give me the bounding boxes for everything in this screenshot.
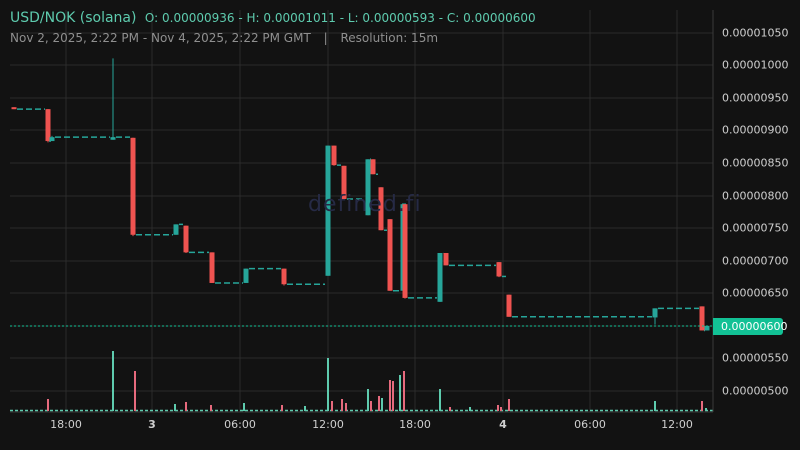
legend-title-row: USD/NOK (solana) O: 0.00000936 - H: 0.00… <box>10 10 536 26</box>
watermark: defined.fi <box>308 192 422 217</box>
price-tick-label: 0.00000950 <box>722 91 789 105</box>
symbol-label: USD/NOK (solana) <box>10 10 137 26</box>
time-tick-label: 12:00 <box>312 418 344 431</box>
time-tick-label: 06:00 <box>574 418 606 431</box>
candles <box>11 58 710 332</box>
price-tick-label: 0.00000550 <box>722 351 789 365</box>
current-price-tag: 0.00000600 <box>713 318 787 335</box>
time-tick-label: 18:00 <box>50 418 82 431</box>
ohlc-values: O: 0.00000936 - H: 0.00001011 - L: 0.000… <box>144 11 536 25</box>
legend-subtitle-row: Nov 2, 2025, 2:22 PM - Nov 4, 2025, 2:22… <box>10 31 536 45</box>
price-tick-label: 0.00000850 <box>722 156 789 170</box>
price-tick-label: 0.00000700 <box>722 254 789 268</box>
separator: | <box>323 31 328 45</box>
chart-legend: USD/NOK (solana) O: 0.00000936 - H: 0.00… <box>10 10 536 45</box>
time-tick-label: 18:00 <box>399 418 431 431</box>
price-tick-label: 0.00000900 <box>722 123 789 137</box>
volume-bars <box>10 351 713 412</box>
time-tick-label: 12:00 <box>661 418 693 431</box>
price-tick-label: 0.00000800 <box>722 189 789 203</box>
time-tick-label: 06:00 <box>224 418 256 431</box>
price-tick-label: 0.00000500 <box>722 384 789 398</box>
price-tick-label: 0.00001050 <box>722 26 789 40</box>
price-tick-label: 0.00000750 <box>722 221 789 235</box>
price-tick-label: 0.00001000 <box>722 58 789 72</box>
price-tick-label: 0.00000650 <box>722 286 789 300</box>
date-range: Nov 2, 2025, 2:22 PM - Nov 4, 2025, 2:22… <box>10 31 311 45</box>
resolution-label: Resolution: 15m <box>340 31 439 45</box>
time-tick-label: 4 <box>499 418 507 431</box>
time-tick-label: 3 <box>148 418 156 431</box>
